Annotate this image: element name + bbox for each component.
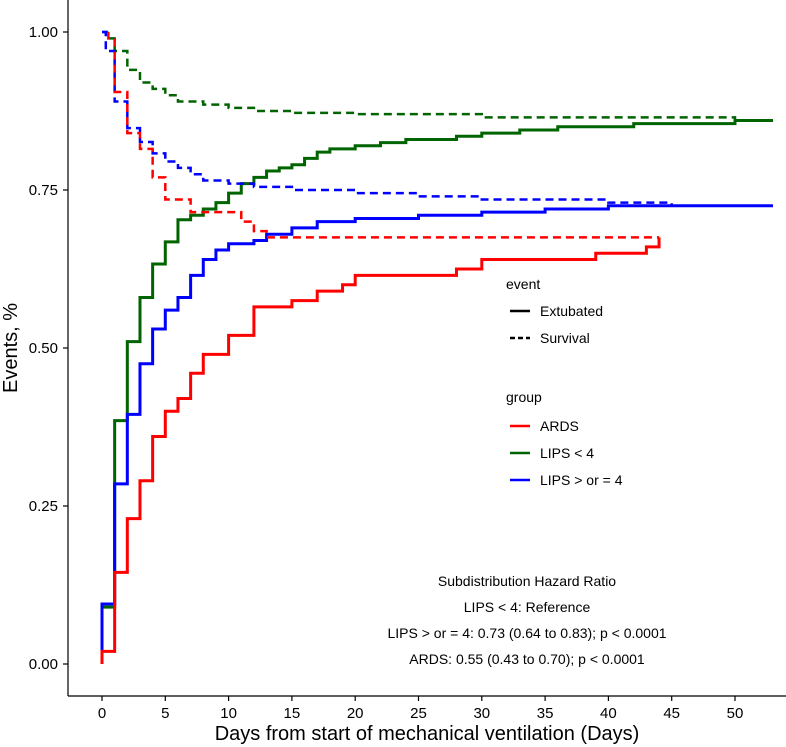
x-tick-label: 45 [663, 705, 680, 722]
x-tick-label: 0 [98, 705, 106, 722]
series-lips-or-4-survival [102, 30, 773, 208]
legend-item-extubated: Extubated [540, 303, 603, 319]
x-tick-label: 50 [727, 705, 744, 722]
x-tick-label: 10 [220, 705, 237, 722]
x-tick-label: 30 [473, 705, 490, 722]
x-tick-label: 5 [161, 705, 169, 722]
x-tick-label: 15 [284, 705, 301, 722]
legend: event Extubated Survival group ARDS LIPS… [506, 276, 623, 488]
series-lips-4-extubated [100, 118, 773, 664]
x-tick-label: 35 [537, 705, 554, 722]
legend-item-lips-lt4: LIPS < 4 [540, 445, 594, 461]
y-tick-label: 0.25 [29, 498, 58, 515]
annotation-line-2: LIPS < 4: Reference [464, 599, 591, 615]
series-lips-or-4-extubated [100, 204, 773, 664]
legend-item-ards: ARDS [540, 418, 579, 434]
annotation-line-3: LIPS > or = 4: 0.73 (0.64 to 0.83); p < … [387, 625, 666, 641]
legend-event-title: event [506, 276, 540, 292]
legend-group-title: group [506, 389, 542, 405]
annotation-line-1: Subdistribution Hazard Ratio [438, 573, 616, 589]
y-tick-label: 1.00 [29, 24, 58, 41]
legend-item-survival: Survival [540, 330, 590, 346]
y-axis-label: Events, % [0, 303, 22, 393]
x-ticks: 0 5 10 15 20 25 30 35 40 45 50 [98, 696, 744, 722]
x-tick-label: 25 [410, 705, 427, 722]
series-lips-4-survival [102, 30, 773, 122]
x-tick-label: 40 [600, 705, 617, 722]
y-tick-label: 0.50 [29, 340, 58, 357]
x-tick-label: 20 [347, 705, 364, 722]
y-tick-label: 0.75 [29, 182, 58, 199]
y-tick-label: 0.00 [29, 656, 58, 673]
series-ards-survival [107, 32, 660, 239]
series-ards-extubated [100, 237, 661, 664]
plot-area [100, 30, 773, 664]
x-axis-label: Days from start of mechanical ventilatio… [215, 723, 640, 745]
legend-item-lips-ge4: LIPS > or = 4 [540, 472, 623, 488]
y-ticks: 0.00 0.25 0.50 0.75 1.00 [29, 24, 68, 673]
hazard-ratio-annotation: Subdistribution Hazard Ratio LIPS < 4: R… [387, 573, 666, 667]
annotation-line-4: ARDS: 0.55 (0.43 to 0.70); p < 0.0001 [409, 651, 645, 667]
